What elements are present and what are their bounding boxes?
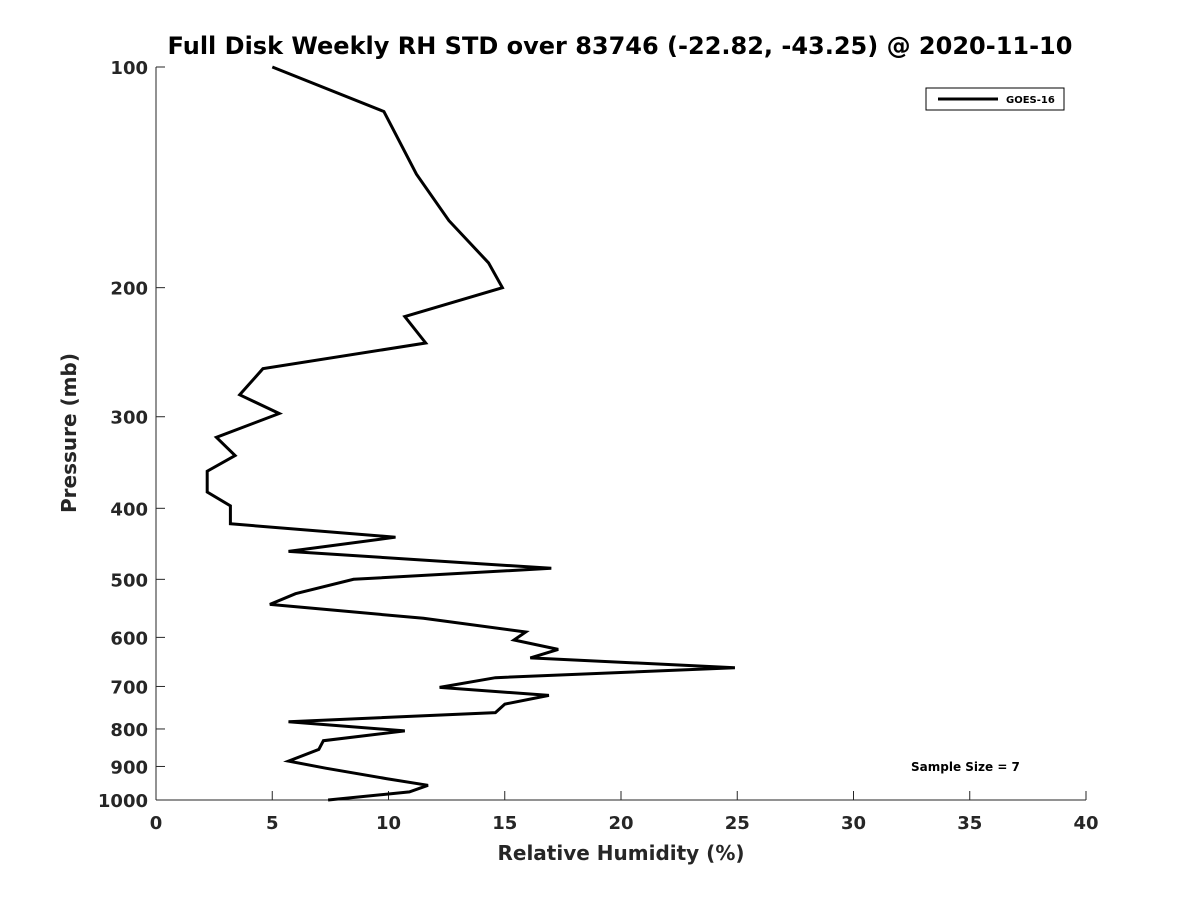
- x-tick-label: 10: [376, 813, 401, 834]
- y-tick-label: 600: [110, 628, 148, 649]
- y-tick-label: 500: [110, 570, 148, 591]
- series-group: [205, 65, 735, 802]
- y-tick-label: 100: [110, 58, 148, 79]
- x-tick-label: 30: [841, 813, 866, 834]
- sample-size-annotation: Sample Size = 7: [911, 760, 1020, 774]
- x-axis-label: Relative Humidity (%): [497, 841, 744, 865]
- chart-title: Full Disk Weekly RH STD over 83746 (-22.…: [168, 32, 1073, 60]
- y-tick-label: 300: [110, 408, 148, 429]
- y-tick-label: 700: [110, 677, 148, 698]
- x-tick-label: 35: [957, 813, 982, 834]
- x-tick-label: 20: [608, 813, 633, 834]
- legend: GOES-16: [925, 87, 1065, 111]
- y-tick-label: 800: [110, 720, 148, 741]
- x-tick-label: 40: [1073, 813, 1098, 834]
- y-axis-label: Pressure (mb): [57, 353, 81, 513]
- x-tick-label: 0: [150, 813, 163, 834]
- x-tick-label: 25: [725, 813, 750, 834]
- series-line-0: [205, 65, 735, 802]
- y-tick-label: 200: [110, 279, 148, 300]
- legend-label: GOES-16: [1006, 95, 1055, 106]
- x-ticks: 0 5 10 15 20 25 30 35 40: [150, 791, 1099, 834]
- x-tick-label: 5: [266, 813, 279, 834]
- axes: [155, 67, 1086, 801]
- y-tick-label: 400: [110, 499, 148, 520]
- x-tick-label: 15: [492, 813, 517, 834]
- y-tick-label: 900: [110, 757, 148, 778]
- y-ticks: 100 200 300 400 500 600 700 800 900 1000: [98, 58, 165, 812]
- y-tick-label: 1000: [98, 791, 148, 812]
